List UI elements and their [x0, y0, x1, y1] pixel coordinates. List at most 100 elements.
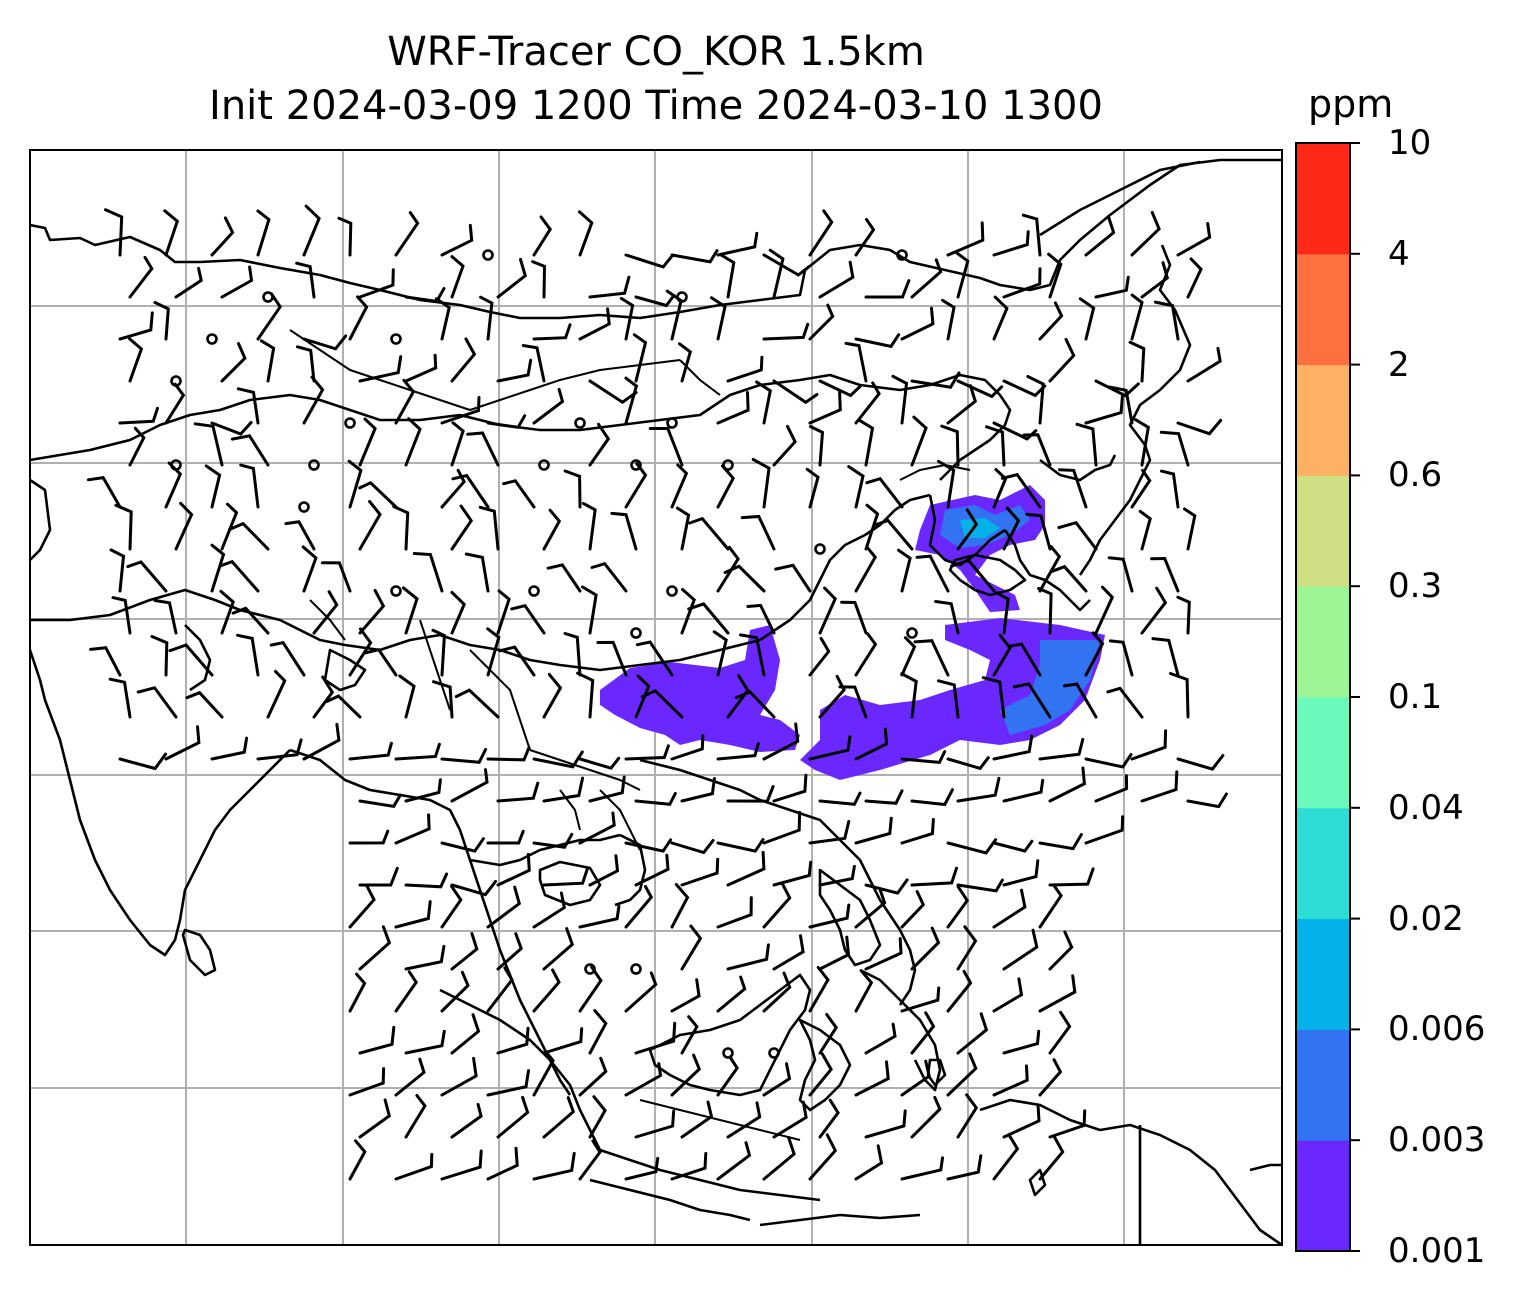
wind-barb: [634, 294, 676, 308]
wind-barb: [404, 778, 442, 803]
wind-barb: [992, 1064, 1029, 1097]
wind-barb: [440, 970, 470, 1013]
wind-barb: [854, 816, 893, 845]
wind-barb: [440, 1149, 483, 1181]
wind-barb: [220, 502, 239, 551]
wind-barb: [348, 829, 390, 845]
wind-barb: [111, 596, 132, 635]
wind-barb: [231, 606, 270, 635]
wind-barb: [900, 672, 918, 719]
wind-barb: [230, 434, 270, 467]
wind-barb: [1021, 213, 1042, 257]
wind-barb: [412, 552, 444, 593]
wind-barb: [118, 311, 154, 341]
wind-barb: [1048, 930, 1074, 971]
wind-barb: [104, 208, 124, 257]
wind-barb: [498, 645, 536, 677]
wind-barb: [670, 978, 701, 1013]
wind-barb: [864, 503, 880, 551]
wind-barb: [910, 415, 928, 467]
wind-barb: [546, 563, 582, 593]
wind-barb: [220, 265, 254, 299]
wind-barb: [320, 561, 352, 593]
wind-barb: [259, 339, 276, 383]
wind-barb: [239, 463, 260, 509]
wind-barb: [680, 588, 696, 635]
wind-barb: [1037, 586, 1053, 635]
wind-barb: [576, 671, 595, 719]
wind-barb: [578, 1139, 602, 1181]
wind-barb: [624, 376, 639, 425]
wind-barb: [1008, 642, 1042, 677]
wind-barb: [913, 639, 950, 677]
wind-barb: [450, 768, 489, 803]
wind-barb: [588, 379, 638, 405]
calm-wind-circle: [666, 417, 678, 429]
wind-barb: [854, 1060, 890, 1097]
wind-barb: [1159, 430, 1190, 467]
wind-barb: [808, 735, 852, 761]
wind-barb: [1128, 340, 1146, 383]
wind-barb: [1038, 974, 1077, 1013]
wind-barb: [772, 860, 813, 887]
calm-wind-circle: [262, 291, 274, 303]
wind-barb: [532, 891, 566, 929]
calm-wind-circle: [344, 417, 356, 429]
calm-wind-circle: [630, 459, 642, 471]
colorbar-tick-label: 0.1: [1388, 677, 1443, 717]
wind-barb: [542, 1027, 584, 1055]
calm-wind-circle: [538, 459, 550, 471]
wind-barb: [402, 586, 419, 635]
wind-barb: [128, 426, 146, 467]
calm-wind-circle: [768, 1047, 780, 1059]
wind-barb: [808, 209, 834, 257]
wind-barb: [163, 209, 180, 257]
wind-barb: [1048, 1109, 1087, 1139]
wind-barb: [496, 852, 531, 887]
calm-wind-circle: [170, 375, 182, 387]
wind-barb: [486, 1146, 519, 1181]
wind-barb: [670, 883, 690, 929]
wind-barb: [464, 552, 490, 593]
wind-barb: [532, 323, 572, 341]
wind-barb: [1012, 682, 1052, 719]
wind-barb: [204, 464, 222, 509]
wind-barb: [900, 1156, 944, 1181]
colorbar-tick-label: 0.001: [1388, 1231, 1486, 1271]
calm-wind-markers: [170, 249, 918, 1059]
wind-barb: [934, 600, 960, 635]
wind-barb: [358, 268, 395, 299]
wind-barb: [220, 342, 247, 383]
wind-barb: [1084, 215, 1116, 257]
wind-barb: [337, 216, 353, 257]
wind-barb: [739, 633, 766, 677]
wind-barb: [772, 379, 819, 405]
wind-barb: [581, 585, 598, 635]
wind-barb: [808, 819, 851, 845]
colorbar-tick-label: 2: [1388, 344, 1410, 385]
wind-barb: [358, 1098, 392, 1139]
wind-barb: [992, 734, 1034, 761]
wind-barb: [1140, 770, 1179, 803]
wind-barb: [956, 925, 978, 971]
wind-barb: [450, 421, 465, 467]
wind-barb: [404, 287, 446, 304]
wind-barb: [118, 752, 168, 771]
wind-barb: [891, 374, 909, 425]
wind-barb: [670, 734, 705, 761]
wind-barb: [847, 465, 865, 509]
wind-barb: [295, 261, 316, 299]
wind-barb: [532, 387, 565, 425]
wind-barb: [358, 866, 399, 887]
wind-barb: [670, 1152, 708, 1181]
wind-barb: [1047, 252, 1063, 299]
wind-barb: [219, 589, 235, 635]
wind-barb: [358, 355, 403, 383]
wind-barb: [496, 257, 528, 299]
wind-barb: [751, 458, 771, 509]
wind-barb: [726, 1101, 762, 1139]
wind-barb: [1000, 472, 1042, 509]
wind-barb: [394, 1152, 434, 1181]
wind-barb: [956, 1093, 979, 1139]
